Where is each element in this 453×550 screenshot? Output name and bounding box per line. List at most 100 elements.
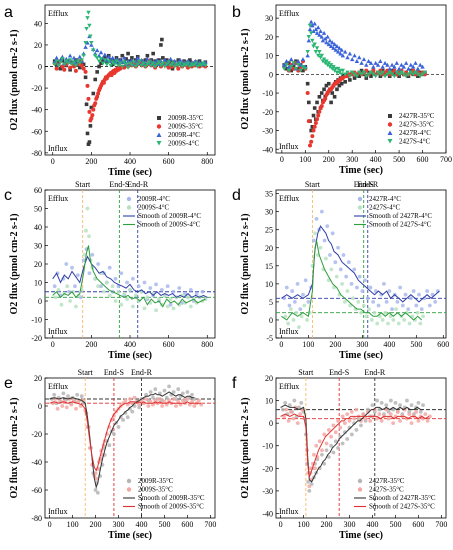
data-point xyxy=(308,143,312,148)
data-point xyxy=(109,73,114,78)
data-point xyxy=(166,60,171,65)
data-point xyxy=(154,62,160,67)
data-point xyxy=(380,318,385,322)
data-point xyxy=(319,104,324,109)
x-tick-label: 300 xyxy=(344,520,356,529)
data-point xyxy=(160,37,164,42)
data-point xyxy=(300,65,306,70)
data-point xyxy=(425,289,430,293)
data-point xyxy=(340,414,345,419)
data-point xyxy=(339,81,344,86)
data-point xyxy=(58,66,63,71)
data-point xyxy=(197,62,202,67)
data-point xyxy=(320,38,326,43)
legend-label: 2427S-4°C xyxy=(399,138,431,146)
data-point xyxy=(96,91,101,96)
y-tick-label: -20 xyxy=(31,334,42,343)
y-tick-label: 15 xyxy=(265,262,273,271)
data-point xyxy=(367,307,371,312)
data-point xyxy=(119,302,124,307)
data-point xyxy=(125,65,131,70)
x-tick-label: 400 xyxy=(370,155,382,164)
data-point xyxy=(144,397,148,401)
data-point xyxy=(413,60,418,65)
data-point xyxy=(359,423,363,428)
data-point xyxy=(185,390,190,394)
data-point xyxy=(373,60,378,65)
data-point xyxy=(84,26,89,31)
data-point xyxy=(174,404,178,408)
data-point xyxy=(345,55,350,60)
data-point xyxy=(388,398,393,403)
data-point xyxy=(407,321,412,326)
y-tick-label: 40 xyxy=(34,19,42,28)
legend-label: 2427R-35°C xyxy=(369,477,405,485)
data-point xyxy=(287,403,292,407)
data-point xyxy=(352,76,357,80)
data-point xyxy=(364,74,369,79)
data-point xyxy=(369,74,373,78)
data-point xyxy=(162,64,167,69)
x-tick-label: 300 xyxy=(356,340,368,349)
data-point xyxy=(168,297,173,302)
data-point xyxy=(395,300,400,304)
data-point xyxy=(94,56,100,61)
data-point xyxy=(53,295,58,300)
legend-label: 2427R-35°C xyxy=(399,112,435,120)
data-point xyxy=(183,291,187,296)
y-tick-label: -40 xyxy=(262,509,273,518)
panel-letter: d xyxy=(232,187,241,204)
data-point xyxy=(321,57,327,62)
x-tick-label: 200 xyxy=(321,520,333,529)
y-tick-label: -20 xyxy=(31,430,42,439)
x-tick-label: 400 xyxy=(124,157,136,166)
data-point xyxy=(113,276,118,281)
data-point xyxy=(122,55,127,60)
data-point xyxy=(153,398,158,403)
x-tick-label: 200 xyxy=(85,340,97,349)
data-point xyxy=(415,66,421,71)
data-point xyxy=(418,409,423,414)
data-point xyxy=(74,58,78,62)
data-point xyxy=(292,300,297,304)
data-point xyxy=(387,66,392,71)
data-point xyxy=(312,452,316,457)
y-tick-label: 10 xyxy=(34,279,42,288)
data-point xyxy=(420,72,425,77)
efflux-label: Efflux xyxy=(279,194,299,203)
event-marker-label: Start xyxy=(78,368,94,377)
data-point xyxy=(61,391,66,396)
data-point xyxy=(398,285,403,290)
data-point xyxy=(58,60,63,65)
data-point xyxy=(407,412,412,417)
data-point xyxy=(306,119,311,124)
data-point xyxy=(154,308,158,313)
data-point xyxy=(384,407,389,412)
data-point xyxy=(365,409,370,414)
data-point xyxy=(366,59,371,64)
data-point xyxy=(96,59,102,64)
data-point xyxy=(102,289,106,294)
data-point xyxy=(56,63,61,68)
data-point xyxy=(420,64,425,69)
data-point xyxy=(79,63,84,68)
y-tick-label: 0 xyxy=(269,316,273,325)
y-tick-label: 20 xyxy=(265,244,273,253)
data-point xyxy=(312,124,317,129)
data-point xyxy=(398,419,402,423)
x-axis-title: Time (sec) xyxy=(339,165,383,176)
data-point xyxy=(55,406,60,411)
legend-label: 2009R-4°C xyxy=(168,131,200,139)
data-point xyxy=(337,45,342,50)
y-tick-label: -10 xyxy=(262,442,273,451)
panel-letter: f xyxy=(232,375,237,392)
data-point xyxy=(333,430,338,435)
efflux-label: Efflux xyxy=(48,194,68,203)
data-point xyxy=(313,50,319,55)
legend-label: 2009R-35°C xyxy=(168,114,204,122)
data-point xyxy=(298,68,303,73)
data-point xyxy=(371,300,376,304)
legend-label: 2427S-35°C xyxy=(399,121,434,129)
data-point xyxy=(168,59,173,63)
